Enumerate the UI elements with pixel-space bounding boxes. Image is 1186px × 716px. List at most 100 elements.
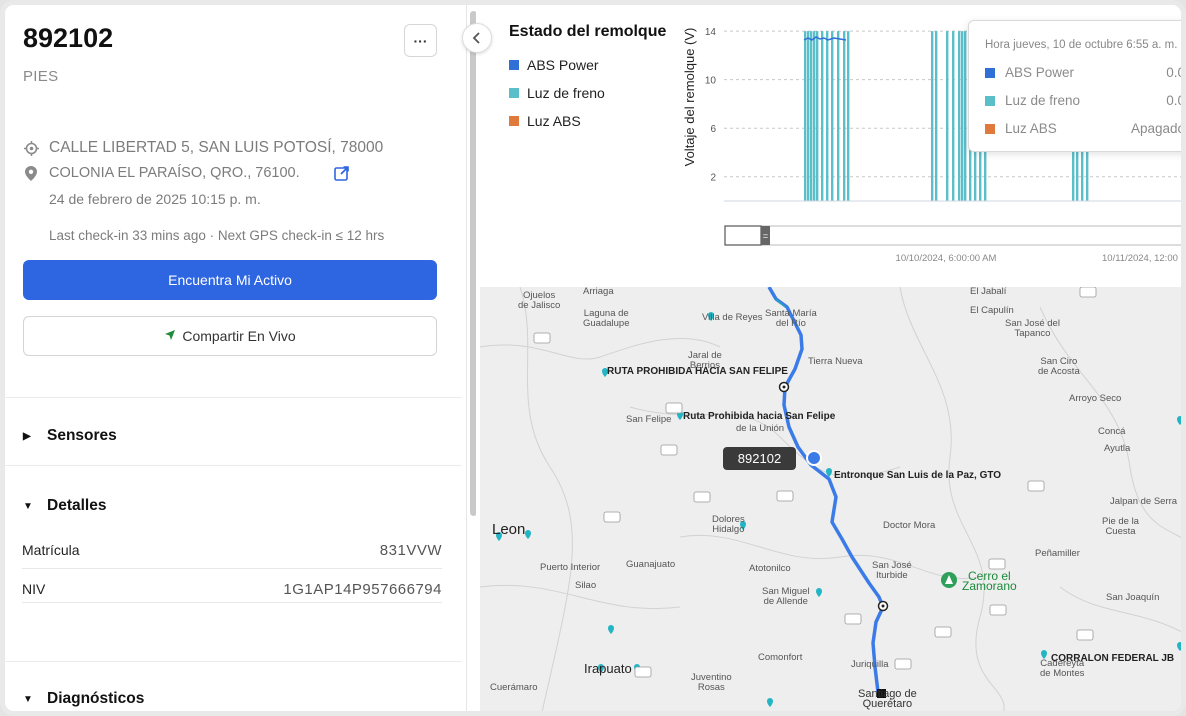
map-view[interactable]: Arriaga Ojuelos de Jalisco Laguna de Gua… [480,287,1181,711]
chart-bar[interactable] [813,31,816,202]
collapse-panel-button[interactable] [462,23,492,53]
map-label: Juventino Rosas [691,672,732,693]
asset-map-label[interactable]: 892102 [723,447,796,470]
asset-location-dot[interactable] [806,450,822,466]
y-axis-label: Voltaje del remolque (V) [682,28,697,167]
map-label: San Felipe [626,414,672,425]
section-sensors-label: Sensores [47,427,117,444]
x-tick-label: 10/10/2024, 6:00:00 AM [896,253,997,264]
map-label: de la Unión [736,423,785,434]
tooltip-row-value: 0.0 [1166,93,1185,108]
chart-bar[interactable] [931,31,934,202]
range-window[interactable] [724,225,762,246]
address-primary-text: CALLE LIBERTAD 5, SAN LUIS POTOSÍ, 78000 [49,139,384,156]
chart-bar[interactable] [1086,145,1089,201]
route-end-marker[interactable] [877,689,886,698]
more-options-button[interactable]: ··· [404,24,437,57]
tooltip-swatch [985,67,995,78]
chart-title: Estado del remolque [509,23,667,40]
section-diagnostics-label: Diagnósticos [47,690,145,707]
map-label: San Ciro de Acosta [1038,356,1080,377]
location-timestamp: 24 de febrero de 2025 10:15 p. m. [49,191,261,207]
map-label: El Jabalí [970,287,1007,297]
chart-bar[interactable] [804,31,807,202]
chart-bar[interactable] [961,31,964,202]
route-line [767,287,885,693]
legend-item-abs-power[interactable]: ABS Power [509,57,599,73]
chart-tooltip: Hora jueves, 10 de octubre 6:55 a. m. AB… [968,20,1185,152]
map-label-city: Irapuato [584,661,632,676]
range-selector[interactable]: = [724,225,1186,246]
map-label: Arroyo Seco [1069,393,1122,404]
map-label: San José Iturbide [872,560,912,581]
map-label: Jalpan de Serra [1110,496,1178,507]
map-label: Juriquilla [851,659,889,670]
chart-bar[interactable] [847,31,850,202]
y-tick-label: 10 [705,76,717,87]
row-divider [22,602,442,603]
chart-bar[interactable] [810,31,813,202]
caret-down-icon: ▼ [23,500,33,512]
map-label-park: Cerro el Zamorano [962,569,1017,593]
address-secondary-text: COLONIA EL PARAÍSO, QRO., 76100. [49,165,300,181]
map-label-junction[interactable]: Entronque San Luis de la Paz, GTO [834,470,1002,481]
tooltip-row-label: Luz ABS [1005,121,1057,136]
chart-bar[interactable] [843,31,846,202]
chart-bar[interactable] [831,31,834,202]
chart-bar[interactable] [952,31,955,202]
share-live-button[interactable]: Compartir En Vivo [23,316,437,356]
chart-bar[interactable] [837,31,840,202]
legend-item-luz-freno[interactable]: Luz de freno [509,85,605,101]
chart-bar[interactable] [821,31,824,202]
map-label: Peñamiller [1035,548,1080,559]
map-label-depot[interactable]: CORRALON FEDERAL JB [1051,653,1175,664]
map-label: Ayutla [1104,443,1131,454]
checkin-status: Last check-in 33 mins ago · Next GPS che… [49,228,385,243]
map-label: Tierra Nueva [808,356,863,367]
tooltip-swatch [985,95,995,106]
map-label: Cuerámaro [490,682,538,693]
chart-bar[interactable] [807,31,810,202]
chart-bar[interactable] [816,31,819,202]
legend-label: Luz de freno [527,85,605,101]
y-tick-label: 2 [710,173,716,184]
legend-item-luz-abs[interactable]: Luz ABS [509,113,581,129]
y-tick-label: 14 [705,27,717,38]
map-label: Jaral de Berrios [688,350,722,371]
map-label-forbidden-route[interactable]: RUTA PROHIBIDA HACIA SAN FELIPE [607,366,788,377]
chart-bar[interactable] [946,31,949,202]
voltage-chart: Voltaje del remolque (V) 14 10 6 2 = 10/10/… [682,27,1186,264]
map-label-forbidden-route[interactable]: Ruta Prohibida hacia San Felipe [683,411,836,422]
detail-row-vin: NIV 1G1AP14P957666794 [22,581,442,598]
section-diagnostics[interactable]: ▼ Diagnósticos [23,690,144,708]
map-label: San Joaquín [1106,592,1160,603]
map-label: Comonfort [758,652,803,663]
panel-scrollbar[interactable] [470,11,477,516]
chart-bar[interactable] [964,31,967,202]
map-label: Santa María del Río [765,308,817,329]
chart-bar[interactable] [1072,145,1075,201]
chart-bar[interactable] [1076,145,1079,201]
chart-bar[interactable] [935,31,938,202]
external-link-icon[interactable] [333,165,349,181]
vin-label: NIV [22,581,46,597]
chart-bar[interactable] [1081,145,1084,201]
chart-bar[interactable] [826,31,829,202]
range-handle[interactable] [761,226,770,245]
detail-row-plate: Matrícula 831VVW [22,542,442,559]
legend-swatch [509,88,519,98]
section-sensors[interactable]: ▶ Sensores [23,427,117,445]
tooltip-row-label: ABS Power [1005,65,1075,80]
find-asset-button[interactable]: Encuentra Mi Activo [23,260,437,300]
section-details[interactable]: ▼ Detalles [23,497,106,515]
tooltip-row-value: Apagado [1130,121,1185,136]
abs-power-trace [803,36,847,41]
map-label: Arriaga [583,287,614,297]
chart-bar[interactable] [958,31,961,202]
asset-type: PIES [23,68,59,85]
map-label: Silao [575,580,597,591]
x-tick-label: 10/11/2024, 12:00 [1102,253,1178,264]
divider [5,661,462,662]
plate-label: Matrícula [22,542,80,558]
